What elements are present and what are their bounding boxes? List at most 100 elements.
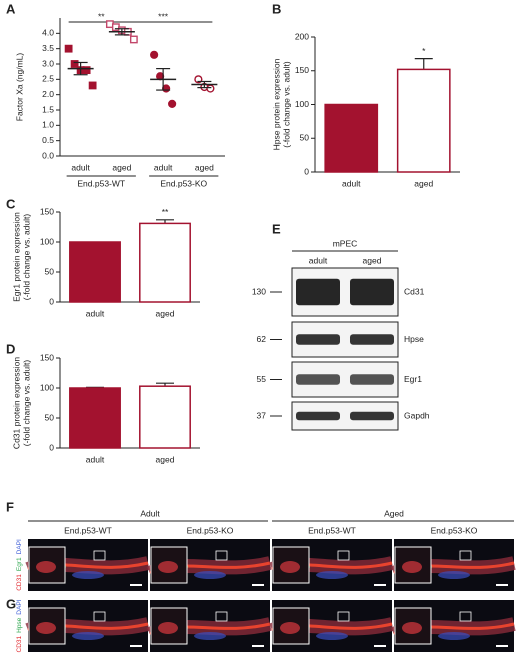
inset-detail (158, 622, 178, 634)
nuclei (316, 632, 348, 640)
nuclei (72, 632, 104, 640)
y-tick-label: 100 (295, 99, 309, 109)
y-tick-label: 0 (304, 166, 309, 176)
marker-label: 55 (257, 374, 267, 384)
y-tick-label: 50 (45, 412, 55, 422)
stain-label: CD31 Egr1 DAPI (16, 539, 23, 591)
y-tick-label: 0.0 (42, 150, 54, 160)
panel-letter: B (272, 1, 281, 16)
y-tick-label: 150 (295, 65, 309, 75)
nuclei (194, 571, 226, 579)
x-tick-label: adult (71, 162, 90, 172)
inset-detail (402, 622, 422, 634)
zoom-box (93, 550, 106, 561)
inset-detail (158, 561, 178, 573)
stain-word: CD31 (16, 635, 23, 652)
stain-word: Egr1 (16, 557, 23, 571)
bar (324, 103, 379, 173)
y-tick-label: 100 (40, 382, 54, 392)
nuclei (438, 571, 470, 579)
protein-label: Egr1 (404, 374, 422, 384)
data-point (168, 99, 177, 108)
x-tick-label: adult (154, 162, 173, 172)
nuclei (438, 632, 470, 640)
zoom-box (459, 550, 472, 561)
x-tick-label: adult (342, 178, 361, 188)
age-label: Aged (384, 508, 404, 518)
data-point (70, 60, 79, 68)
inset-detail (36, 622, 56, 634)
zoom-box (337, 611, 350, 622)
stain-word: DAPI (16, 539, 23, 554)
data-point (88, 81, 97, 90)
genotype-label: End.p53-KO (431, 525, 478, 535)
y-tick-label: 150 (40, 352, 54, 362)
blot-band (296, 278, 340, 306)
blot-title: mPEC (333, 238, 358, 248)
inset-detail (36, 561, 56, 573)
panel-letter: G (6, 596, 16, 611)
y-tick-label: 150 (40, 206, 54, 216)
y-tick-label: 1.5 (42, 104, 54, 114)
y-tick-label: 2.5 (42, 74, 54, 84)
y-axis-label: Egr1 protein expression (11, 212, 21, 302)
y-tick-label: 3.0 (42, 58, 54, 68)
inset-detail (402, 561, 422, 573)
bar (396, 68, 451, 173)
marker-label: 130 (252, 286, 266, 296)
y-axis-label: Hpse protein expression (271, 58, 281, 150)
x-tick-label: aged (156, 308, 175, 318)
y-tick-label: 50 (45, 266, 55, 276)
y-tick-label: 100 (40, 236, 54, 246)
y-tick-label: 4.0 (42, 28, 54, 38)
y-axis-label: (-fold change vs. adult) (21, 214, 31, 301)
marker-label: 62 (257, 334, 267, 344)
bar (139, 222, 191, 303)
y-tick-label: 0 (49, 442, 54, 452)
group-label: End.p53-WT (77, 178, 125, 188)
data-point (129, 35, 138, 44)
inset (28, 546, 66, 584)
zoom-box (93, 611, 106, 622)
zoom-box (215, 550, 228, 561)
panel-letter: D (6, 341, 15, 356)
zoom-box (215, 611, 228, 622)
genotype-label: End.p53-KO (187, 525, 234, 535)
x-tick-label: aged (156, 454, 175, 464)
y-tick-label: 3.5 (42, 43, 54, 53)
bar (69, 241, 121, 303)
panel-letter: C (6, 196, 16, 211)
stain-word: Hpse (16, 617, 23, 633)
blot-band (296, 334, 340, 345)
significance-label: ** (162, 207, 169, 217)
y-axis-label: (-fold change vs. adult) (281, 61, 291, 148)
nuclei (316, 571, 348, 579)
x-tick-label: aged (112, 162, 131, 172)
data-point (162, 84, 171, 93)
blot-band (296, 374, 340, 385)
data-point (64, 44, 73, 53)
protein-label: Hpse (404, 334, 424, 344)
bar (139, 385, 191, 449)
blot-band (296, 411, 340, 421)
zoom-box (459, 611, 472, 622)
nuclei (194, 632, 226, 640)
x-tick-label: adult (86, 454, 105, 464)
data-point (82, 66, 91, 75)
stain-label: CD31 Hpse DAPI (16, 599, 23, 652)
age-label: Adult (140, 508, 160, 518)
y-axis-label: Factor Xa (ng/mL) (14, 53, 24, 122)
protein-label: Gapdh (404, 410, 430, 420)
x-tick-label: aged (414, 178, 433, 188)
lane-label: adult (309, 255, 328, 265)
lane-label: aged (363, 255, 382, 265)
panel-letter: E (272, 221, 281, 236)
significance-label: *** (158, 11, 169, 21)
y-tick-label: 2.0 (42, 89, 54, 99)
inset-detail (280, 561, 300, 573)
y-tick-label: 0 (49, 296, 54, 306)
zoom-box (337, 550, 350, 561)
genotype-label: End.p53-WT (308, 525, 356, 535)
panel-letter: F (6, 499, 14, 514)
